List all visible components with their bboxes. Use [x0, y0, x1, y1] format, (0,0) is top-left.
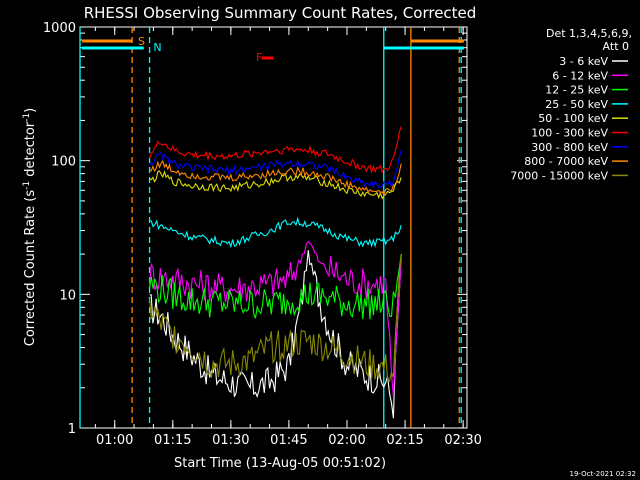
- y-tick-label: 100: [51, 155, 76, 170]
- legend-label: 25 - 50 keV: [545, 98, 608, 111]
- chart-title: RHESSI Observing Summary Count Rates, Co…: [84, 4, 477, 22]
- series-line-7: [149, 159, 402, 196]
- series-line-0: [149, 250, 402, 419]
- y-axis-label: Corrected Count Rate (s-1 detector-1): [22, 108, 38, 346]
- x-tick-label: 01:15: [154, 433, 191, 448]
- x-axis-label: Start Time (13-Aug-05 00:51:02): [174, 456, 386, 471]
- series-line-2: [149, 254, 402, 320]
- legend-label: 800 - 7000 keV: [524, 155, 608, 168]
- x-tick-label: 02:30: [444, 433, 481, 448]
- state-bars: [82, 39, 464, 60]
- x-tick-label: 01:30: [212, 433, 249, 448]
- legend-label: 300 - 800 keV: [531, 141, 608, 154]
- x-tick-label: 02:00: [328, 433, 365, 448]
- annotation-f: F: [256, 51, 262, 64]
- annotation-s: S: [138, 35, 145, 48]
- series-line-3: [149, 216, 402, 249]
- series-line-5: [149, 126, 402, 174]
- legend-label: 50 - 100 keV: [538, 112, 608, 125]
- y-tick-label: 1: [68, 422, 76, 437]
- y-tick-label: 1000: [43, 21, 76, 36]
- series-line-1: [149, 240, 402, 397]
- y-tick-label: 10: [59, 288, 76, 303]
- vertical-markers: [79, 27, 462, 428]
- legend-label: 12 - 25 keV: [545, 84, 608, 97]
- legend-title-line1: Det 1,3,4,5,6,9,: [546, 27, 632, 40]
- x-tick-label: 02:15: [386, 433, 423, 448]
- series-line-8: [149, 254, 402, 382]
- annotation-n: N: [153, 41, 161, 54]
- legend-label: 6 - 12 keV: [552, 69, 608, 82]
- legend-label: 100 - 300 keV: [531, 127, 608, 140]
- series-line-6: [149, 149, 402, 189]
- footer-timestamp: 19-Oct-2021 02:32: [570, 470, 636, 478]
- series-group: [149, 126, 402, 419]
- x-tick-label: 01:00: [96, 433, 133, 448]
- legend-label: 7000 - 15000 keV: [510, 169, 608, 182]
- x-axis: 01:00 01:15 01:30 01:45 02:00 02:15 02:30: [94, 27, 482, 448]
- annotations: S N F: [138, 35, 262, 64]
- legend-label: 3 - 6 keV: [559, 55, 608, 68]
- legend-title-line2: Att 0: [603, 40, 629, 53]
- y-axis: 1 10 100 1000: [43, 21, 467, 437]
- x-tick-label: 01:45: [270, 433, 307, 448]
